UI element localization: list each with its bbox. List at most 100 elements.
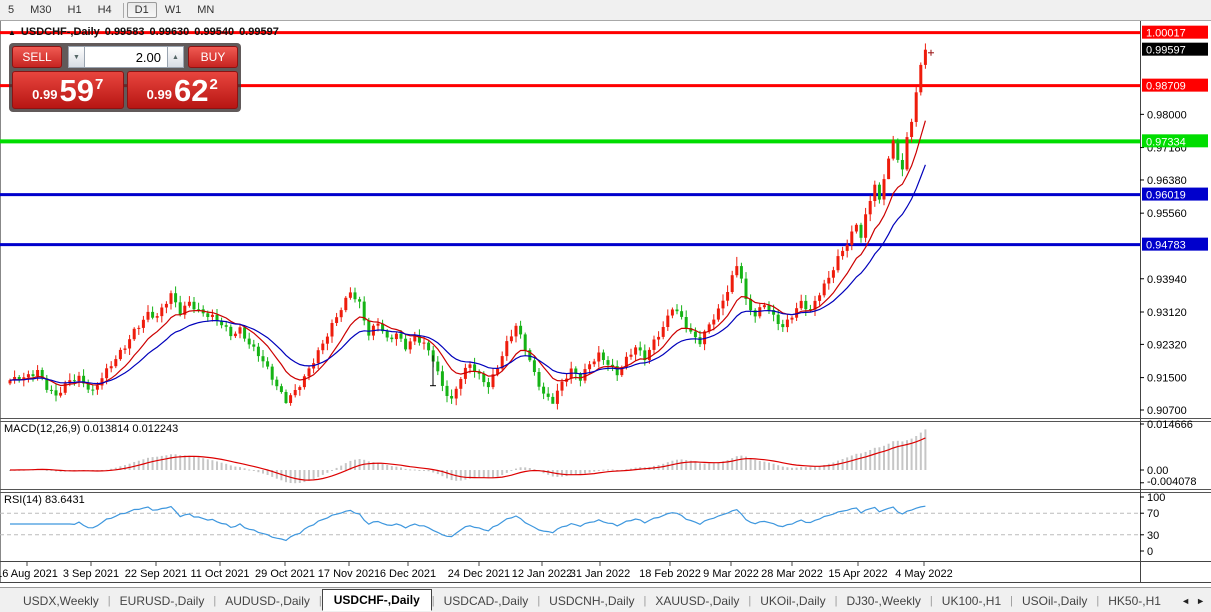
tab-separator: | [318, 594, 322, 607]
sell-price-prefix: 0.99 [32, 87, 58, 102]
timeframe-button-D1[interactable]: D1 [126, 2, 157, 18]
date-axis-label: 22 Sep 2021 [125, 568, 187, 580]
ohlc-close: 0.99597 [239, 26, 279, 38]
sell-button[interactable]: SELL [12, 46, 62, 68]
date-axis-label: 15 Apr 2022 [828, 568, 887, 580]
level-price-badge-text: 0.98709 [1146, 81, 1186, 93]
current-bid-badge-text: 0.99597 [1146, 45, 1186, 57]
chart-tab-UK100-H1[interactable]: UK100-,H1 [941, 593, 1002, 608]
chart-tab-UKOil-Daily[interactable]: UKOil-,Daily [760, 593, 826, 608]
one-click-trading-widget: SELL ▼ 2.00 ▲ BUY 0.99 59 7 0.99 62 2 [9, 43, 241, 112]
rsi-axis-label: 30 [1147, 530, 1159, 542]
date-axis-label: 11 Oct 2021 [190, 568, 249, 580]
tab-separator: | [929, 594, 933, 607]
tab-separator: | [643, 594, 647, 607]
chart-tab-HK50-H1[interactable]: HK50-,H1 [1108, 593, 1161, 608]
tab-separator: | [431, 594, 435, 607]
tab-separator: | [107, 594, 111, 607]
volume-increase-button[interactable]: ▲ [167, 46, 184, 68]
price-axis-label: 0.98000 [1147, 109, 1187, 121]
volume-decrease-button[interactable]: ▼ [68, 46, 85, 68]
tab-scroll-left-icon[interactable]: ◄ [1181, 595, 1191, 606]
price-axis-label: 0.95560 [1147, 208, 1187, 220]
chart-tab-USDCAD-Daily[interactable]: USDCAD-,Daily [443, 593, 529, 608]
current-bid-badge [1142, 42, 1208, 56]
price-axis: 0.980000.971800.963800.955600.939400.931… [1140, 25, 1208, 417]
level-price-badge [1142, 78, 1208, 92]
timeframe-button-H4[interactable]: H4 [97, 4, 112, 16]
buy-button[interactable]: BUY [188, 46, 238, 68]
chart-tab-EURUSD-Daily[interactable]: EURUSD-,Daily [119, 593, 205, 608]
date-axis-label: 6 Dec 2021 [380, 568, 436, 580]
ohlc-high: 0.99630 [149, 26, 190, 38]
ohlc-open: 0.99583 [104, 26, 145, 38]
timeframe-button-H1[interactable]: H1 [67, 4, 82, 16]
price-axis-label: 0.93940 [1147, 274, 1187, 286]
tab-separator: | [1096, 594, 1100, 607]
price-axis-label: 0.93120 [1147, 307, 1187, 319]
timeframe-toolbar: 5 M30 H1 H4 D1 W1 MN [0, 0, 1211, 21]
level-price-badge [1142, 237, 1208, 251]
level-price-badge-text: 0.94783 [1146, 240, 1186, 252]
macd-axis-label: 0.014666 [1147, 419, 1193, 431]
chart-symbol-period: USDCHF-,Daily [20, 26, 100, 38]
buy-price-button[interactable]: 0.99 62 2 [126, 71, 238, 109]
timeframe-button-MN[interactable]: MN [197, 4, 215, 16]
macd-axis-label: -0.004078 [1147, 476, 1197, 488]
macd-signal-line [10, 437, 926, 481]
rsi-axis-label: 70 [1147, 508, 1159, 520]
macd-axis-label: 0.00 [1147, 465, 1168, 477]
buy-price-pip: 2 [209, 76, 218, 93]
date-axis-label: 24 Dec 2021 [448, 568, 510, 580]
chart-tab-DJ30-Weekly[interactable]: DJ30-,Weekly [846, 593, 921, 608]
date-axis-label: 4 May 2022 [895, 568, 952, 580]
price-axis-label: 0.92320 [1147, 339, 1187, 351]
buy-price-big: 62 [173, 73, 209, 108]
price-axis-label: 0.91500 [1147, 373, 1187, 385]
volume-spinner: ▼ 2.00 ▲ [68, 46, 184, 68]
ohlc-low: 0.99540 [194, 26, 235, 38]
date-axis-label: 29 Oct 2021 [255, 568, 315, 580]
tab-separator: | [537, 594, 541, 607]
date-axis-label: 17 Nov 2021 [318, 568, 380, 580]
date-axis-label: 9 Mar 2022 [703, 568, 759, 580]
chart-tab-AUDUSD-Daily[interactable]: AUDUSD-,Daily [225, 593, 310, 608]
chart-window: 0.98000 0.97180 0.96380 0.95560 0.93940 0.931… [0, 21, 1211, 587]
sell-price-big: 59 [59, 73, 94, 108]
sell-price-button[interactable]: 0.99 59 7 [12, 71, 124, 109]
price-axis-label: 0.90700 [1147, 405, 1187, 417]
date-axis-label: 12 Jan 2022 [512, 568, 573, 580]
timeframe-button-M30[interactable]: M30 [30, 4, 52, 16]
sell-price-pip: 7 [94, 76, 104, 93]
chart-tab-USDCNH-Daily[interactable]: USDCNH-,Daily [549, 593, 635, 608]
rsi-axis-label: 100 [1147, 492, 1165, 504]
macd-indicator-label: MACD(12,26,9) 0.013814 0.012243 [4, 423, 179, 435]
tab-separator: | [834, 594, 838, 607]
level-price-badge-text: 0.97334 [1146, 136, 1186, 148]
level-price-badge [1142, 187, 1208, 201]
collapse-triangle-icon[interactable]: ▲ [8, 27, 16, 37]
buy-price-prefix: 0.99 [146, 87, 172, 102]
level-price-badge-text: 0.96019 [1146, 190, 1186, 202]
chart-tab-USDX-Weekly[interactable]: USDX,Weekly [23, 593, 99, 608]
tab-separator: | [213, 594, 217, 607]
date-axis[interactable]: 16 Aug 2021 3 Sep 2021 22 Sep 2021 11 Oct 2… [0, 562, 953, 580]
rsi-line [10, 505, 926, 542]
date-axis-label: 18 Feb 2022 [639, 568, 701, 580]
timeframe-button-W1[interactable]: W1 [164, 4, 182, 16]
ma-fast-line [9, 120, 926, 387]
ma-slow-line [9, 164, 926, 385]
rsi-indicator-label: RSI(14) 83.6431 [4, 494, 85, 506]
chart-tab-XAUUSD-Daily[interactable]: XAUUSD-,Daily [655, 593, 740, 608]
chart-tab-USOil-Daily[interactable]: USOil-,Daily [1022, 593, 1088, 608]
price-axis-label: 0.96380 [1147, 175, 1187, 187]
volume-input[interactable]: 2.00 [85, 46, 167, 68]
chart-tab-USDCHF-Daily[interactable]: USDCHF-,Daily [321, 588, 432, 611]
date-axis-label: 16 Aug 2021 [0, 568, 58, 580]
date-axis-label: 3 Sep 2021 [63, 568, 119, 580]
rsi-axis-label: 0 [1147, 546, 1153, 558]
tab-scroll-right-icon[interactable]: ► [1196, 595, 1205, 606]
timeframe-button-5[interactable]: 5 [8, 4, 15, 16]
chart-tab-bar: USDX,Weekly | EURUSD-,Daily | AUDUSD-,Daily |… [0, 587, 1211, 612]
level-price-badge [1142, 134, 1208, 148]
